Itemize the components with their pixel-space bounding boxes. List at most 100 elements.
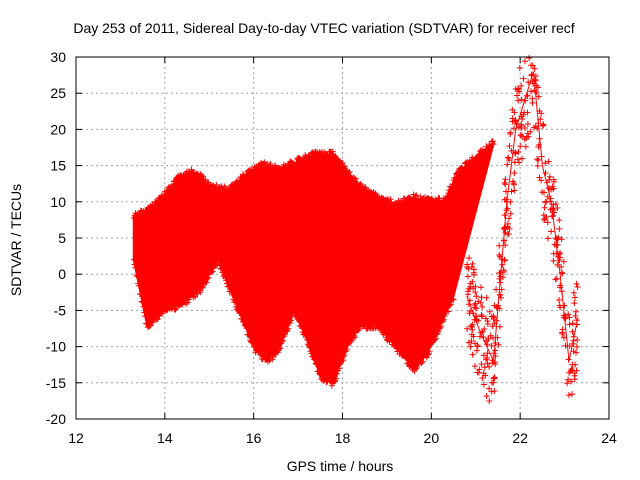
data-point [557, 284, 564, 291]
data-point [220, 186, 227, 193]
data-point [431, 336, 438, 343]
data-point [387, 196, 394, 203]
data-point [572, 361, 579, 368]
data-point [226, 187, 233, 194]
data-point [256, 351, 263, 358]
data-point [200, 173, 207, 180]
data-point [403, 355, 410, 362]
data-point [524, 130, 531, 137]
data-point [352, 175, 359, 182]
data-point [501, 256, 508, 263]
data-point [528, 88, 535, 95]
data-point [491, 302, 498, 309]
data-point [495, 341, 502, 348]
data-point [133, 271, 140, 278]
data-point [502, 181, 509, 188]
data-point [550, 257, 557, 264]
data-point [502, 176, 509, 183]
data-point [343, 346, 350, 353]
data-point [232, 182, 239, 189]
data-point [493, 286, 500, 293]
data-point [534, 162, 541, 169]
data-point [472, 340, 479, 347]
data-point [306, 344, 313, 351]
data-point [285, 325, 292, 332]
data-point [134, 273, 141, 280]
data-point [256, 164, 263, 171]
data-point [307, 155, 314, 162]
data-point [532, 123, 539, 130]
data-point [540, 121, 547, 128]
data-point [163, 188, 170, 195]
data-point [548, 228, 555, 235]
data-point [478, 294, 485, 301]
data-point [544, 219, 551, 226]
y-tick-label: 15 [50, 158, 66, 174]
data-point [316, 149, 323, 156]
data-point [531, 65, 538, 72]
data-point [464, 261, 471, 268]
data-point [490, 375, 497, 382]
data-point [390, 338, 397, 345]
data-point [355, 327, 362, 334]
data-point [529, 62, 536, 69]
data-point [424, 351, 431, 358]
data-point [162, 192, 169, 199]
data-point [172, 178, 179, 185]
data-point [249, 339, 256, 346]
data-point [489, 323, 496, 330]
data-point [223, 277, 230, 284]
data-point [295, 317, 302, 324]
data-point [346, 168, 353, 175]
data-point [500, 226, 507, 233]
data-point [132, 264, 139, 271]
x-tick-label: 22 [512, 430, 528, 446]
data-point [534, 84, 541, 91]
data-point [131, 261, 138, 268]
data-point [153, 199, 160, 206]
data-point [136, 282, 143, 289]
data-point [279, 337, 286, 344]
data-point [321, 374, 328, 381]
data-point [534, 156, 541, 163]
data-point [335, 365, 342, 372]
data-point [478, 361, 485, 368]
data-point [506, 142, 513, 149]
data-point [184, 173, 191, 180]
data-point [473, 293, 480, 300]
data-point [344, 342, 351, 349]
data-point [485, 335, 492, 342]
data-point [466, 297, 473, 304]
data-point [542, 160, 549, 167]
data-point [143, 320, 150, 327]
data-point [511, 169, 518, 176]
data-point [484, 360, 491, 367]
data-point [571, 300, 578, 307]
data-point [515, 148, 522, 155]
data-point [287, 317, 294, 324]
data-point [508, 188, 515, 195]
data-point [334, 371, 341, 378]
axis-ticks [75, 56, 610, 420]
data-point [209, 268, 216, 275]
data-point [279, 166, 286, 173]
data-point [484, 354, 491, 361]
data-point [549, 213, 556, 220]
x-tick-label: 20 [424, 430, 440, 446]
data-point [141, 309, 148, 316]
data-point [479, 313, 486, 320]
data-point [237, 310, 244, 317]
y-tick-label: 20 [50, 121, 66, 137]
data-point [496, 242, 503, 249]
data-point [571, 376, 578, 383]
x-tick-label: 18 [335, 430, 351, 446]
data-point [142, 313, 149, 320]
data-point [468, 331, 475, 338]
data-point [199, 283, 206, 290]
data-point [490, 141, 497, 148]
data-point [535, 141, 542, 148]
data-point [564, 380, 571, 387]
data-point [292, 312, 299, 319]
data-point [546, 173, 553, 180]
